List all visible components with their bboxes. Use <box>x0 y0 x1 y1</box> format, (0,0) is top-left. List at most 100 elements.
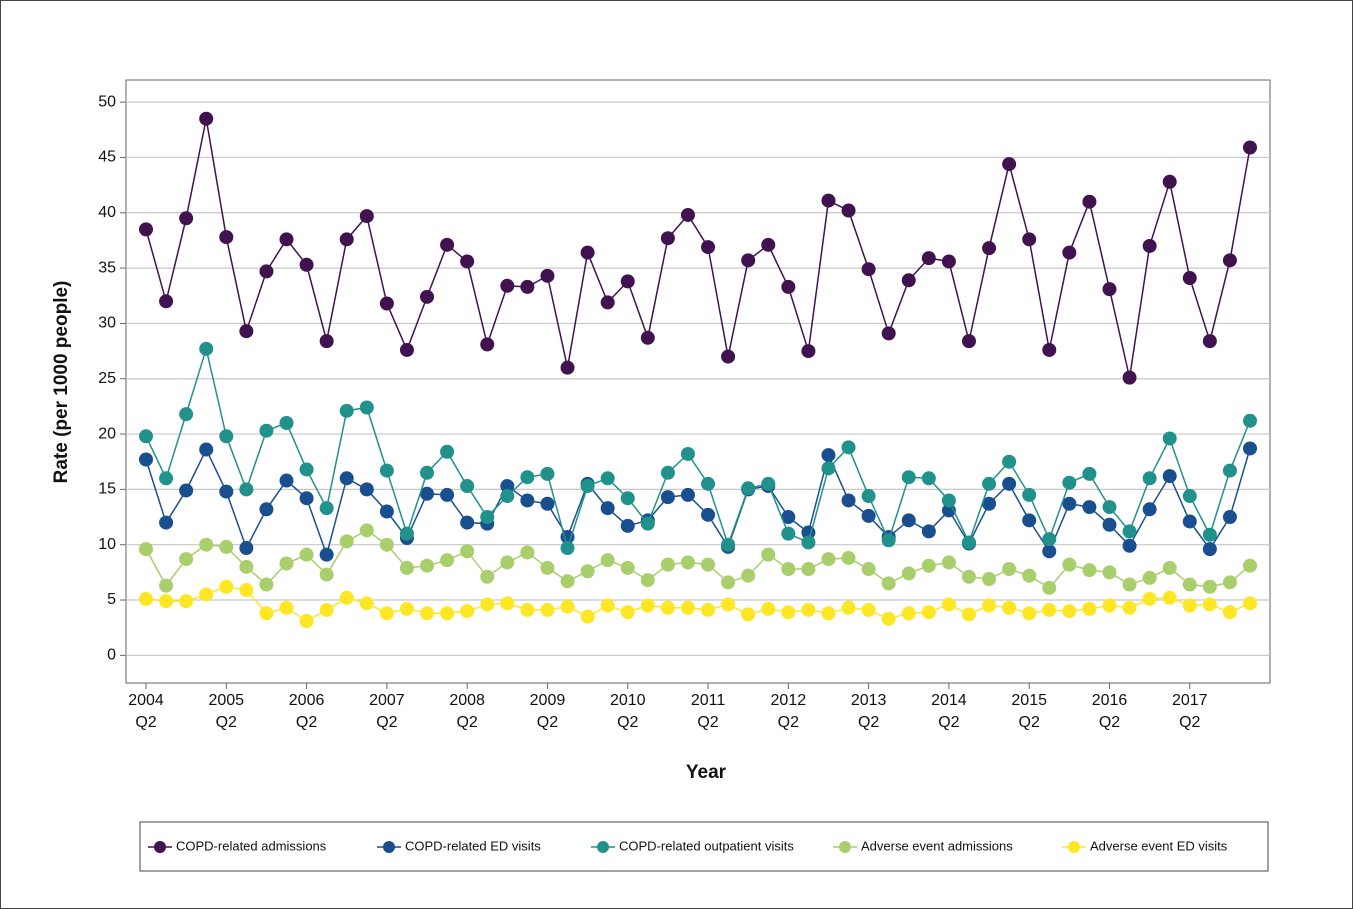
data-point <box>139 222 153 237</box>
data-point <box>580 479 595 494</box>
data-point <box>821 552 836 567</box>
legend-marker <box>839 841 851 853</box>
y-tick-label: 20 <box>98 425 116 442</box>
data-point <box>259 577 274 592</box>
data-point <box>1042 580 1057 595</box>
data-point <box>1102 598 1117 613</box>
data-point <box>1202 597 1217 612</box>
data-point <box>239 559 254 574</box>
data-point <box>279 232 294 247</box>
data-point <box>982 598 997 613</box>
data-point <box>741 607 756 622</box>
data-point <box>1222 605 1237 620</box>
data-point <box>941 254 956 269</box>
data-point <box>881 611 896 626</box>
data-point <box>520 602 535 617</box>
data-point <box>941 493 956 508</box>
data-point <box>1062 604 1077 619</box>
legend-label: Adverse event admissions <box>861 838 1013 853</box>
data-point <box>761 601 776 616</box>
data-point <box>1102 565 1117 580</box>
data-point <box>600 553 615 568</box>
data-point <box>1243 413 1257 428</box>
data-point <box>1202 579 1217 594</box>
data-point <box>821 193 836 208</box>
data-point <box>399 526 414 541</box>
data-point <box>640 573 655 588</box>
data-point <box>1243 596 1257 611</box>
data-point <box>982 241 997 256</box>
data-point <box>1022 568 1037 583</box>
data-point <box>741 481 756 496</box>
data-point <box>1182 489 1197 504</box>
data-point <box>520 470 535 485</box>
data-point <box>319 547 334 562</box>
data-point <box>239 482 254 497</box>
data-point <box>841 600 856 615</box>
data-point <box>159 515 174 530</box>
data-point <box>781 279 796 294</box>
data-point <box>540 268 555 283</box>
data-point <box>500 479 515 494</box>
data-point <box>1162 590 1177 605</box>
data-point <box>660 490 675 505</box>
data-point <box>701 507 716 522</box>
data-point <box>420 465 435 480</box>
data-point <box>600 471 615 486</box>
data-point <box>379 537 394 552</box>
data-point <box>179 211 194 226</box>
data-point <box>901 513 916 528</box>
data-point <box>279 415 294 430</box>
data-point <box>781 605 796 620</box>
data-point <box>1082 500 1097 515</box>
data-point <box>279 473 294 488</box>
data-point <box>620 560 635 575</box>
data-point <box>841 550 856 565</box>
data-point <box>1243 558 1257 573</box>
data-point <box>620 518 635 533</box>
data-point <box>1182 514 1197 529</box>
data-point <box>801 344 816 359</box>
data-point <box>881 576 896 591</box>
x-tick-label: 2013 Q2 <box>851 692 887 731</box>
data-point <box>1022 513 1037 528</box>
data-point <box>1002 600 1017 615</box>
data-point <box>480 597 495 612</box>
legend-label: COPD-related outpatient visits <box>619 838 794 853</box>
data-point <box>1002 476 1017 491</box>
data-point <box>801 562 816 577</box>
data-point <box>319 602 334 617</box>
data-point <box>982 571 997 586</box>
data-point <box>1142 502 1157 517</box>
data-point <box>680 207 695 222</box>
data-point <box>961 334 976 349</box>
data-point <box>1142 570 1157 585</box>
data-point <box>520 493 535 508</box>
data-point <box>701 476 716 491</box>
data-point <box>761 237 776 252</box>
data-point <box>399 560 414 575</box>
data-point <box>1222 510 1237 525</box>
data-point <box>1202 527 1217 542</box>
series-line <box>145 345 1251 551</box>
data-point <box>921 558 936 573</box>
data-point <box>339 590 354 605</box>
data-point <box>520 279 535 294</box>
y-tick-label: 30 <box>98 315 116 332</box>
data-point <box>841 493 856 508</box>
data-point <box>1022 606 1037 621</box>
data-point <box>359 596 374 611</box>
data-point <box>239 541 254 556</box>
data-point <box>1202 334 1217 349</box>
data-point <box>861 489 876 504</box>
data-point <box>299 462 314 477</box>
data-point <box>941 555 956 570</box>
series-line <box>145 447 1251 558</box>
data-point <box>1022 232 1037 247</box>
data-point <box>1082 601 1097 616</box>
data-point <box>399 601 414 616</box>
data-point <box>440 487 455 502</box>
data-point <box>259 606 274 621</box>
data-point <box>1042 532 1057 547</box>
